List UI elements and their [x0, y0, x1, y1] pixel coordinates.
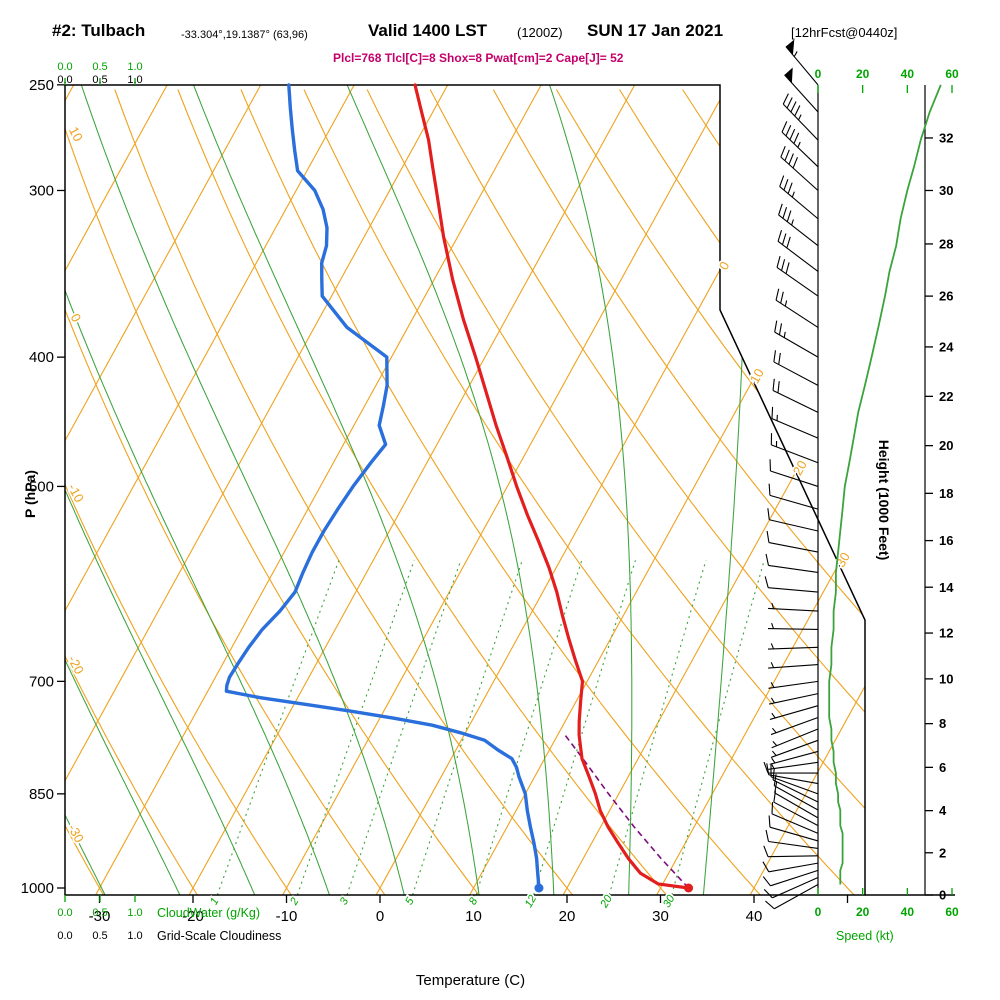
pressure-axis-title: P (hPa)	[22, 470, 38, 518]
svg-text:1.0: 1.0	[127, 907, 142, 919]
svg-text:0.5: 0.5	[92, 930, 107, 942]
svg-text:-10: -10	[65, 481, 87, 505]
profiles	[224, 83, 694, 893]
svg-text:60: 60	[945, 67, 959, 81]
svg-text:3: 3	[338, 895, 352, 907]
speed-axis-title: Speed (kt)	[836, 929, 894, 943]
svg-text:0: 0	[376, 908, 384, 925]
svg-text:-30: -30	[89, 908, 111, 925]
temperature-curve	[413, 83, 691, 890]
svg-text:-20: -20	[182, 908, 204, 925]
svg-text:0.5: 0.5	[92, 907, 107, 919]
station-id: #2: Tulbach	[52, 21, 146, 40]
svg-text:2: 2	[939, 845, 946, 860]
surface-dewpoint-dot	[534, 883, 544, 893]
svg-text:500: 500	[29, 478, 54, 495]
svg-text:40: 40	[901, 905, 915, 919]
parcel-curve	[564, 734, 690, 889]
svg-text:40: 40	[901, 67, 915, 81]
svg-text:-10: -10	[276, 908, 298, 925]
svg-text:-30: -30	[65, 821, 87, 845]
svg-text:10: 10	[747, 366, 767, 386]
svg-text:0: 0	[939, 888, 946, 903]
svg-text:1000: 1000	[21, 880, 54, 897]
mixing-ratio-lines	[216, 560, 765, 895]
gridlines	[65, 85, 865, 895]
svg-text:0.0: 0.0	[57, 907, 72, 919]
station-coords: -33.304°,19.1387° (63,96)	[181, 29, 308, 41]
svg-text:0.0: 0.0	[57, 74, 72, 86]
svg-text:700: 700	[29, 673, 54, 690]
svg-text:20: 20	[856, 905, 870, 919]
svg-text:4: 4	[939, 803, 947, 818]
svg-text:10: 10	[465, 908, 482, 925]
svg-text:40: 40	[746, 908, 763, 925]
svg-text:400: 400	[29, 349, 54, 366]
svg-text:0.0: 0.0	[57, 61, 72, 73]
svg-text:2: 2	[288, 896, 302, 908]
speed-curve	[828, 84, 942, 885]
valid-time: Valid 1400 LST	[368, 21, 488, 40]
svg-text:1.0: 1.0	[127, 74, 142, 86]
svg-text:20: 20	[790, 458, 810, 478]
surface-temp-dot	[684, 883, 694, 893]
valid-zulu: (1200Z)	[517, 25, 563, 40]
svg-text:20: 20	[559, 908, 576, 925]
svg-text:20: 20	[856, 67, 870, 81]
svg-text:6: 6	[939, 760, 946, 775]
svg-text:0: 0	[68, 311, 85, 324]
svg-text:1.0: 1.0	[127, 61, 142, 73]
svg-text:12: 12	[939, 626, 953, 641]
moist-adiabats	[65, 85, 747, 895]
indices-line: Plcl=768 Tlcl[C]=8 Shox=8 Pwat[cm]=2 Cap…	[333, 51, 624, 65]
svg-text:0: 0	[716, 259, 733, 273]
svg-text:850: 850	[29, 786, 54, 803]
forecast-tag: [12hrFcst@0440z]	[791, 25, 898, 40]
svg-text:30: 30	[652, 908, 669, 925]
dewpoint-curve	[224, 83, 541, 890]
svg-text:8: 8	[939, 716, 946, 731]
svg-text:300: 300	[29, 182, 54, 199]
svg-text:0: 0	[815, 905, 822, 919]
svg-text:16: 16	[939, 533, 953, 548]
svg-text:1.0: 1.0	[127, 930, 142, 942]
svg-text:30: 30	[939, 183, 953, 198]
svg-text:32: 32	[939, 131, 953, 146]
svg-text:5: 5	[403, 895, 417, 907]
svg-text:24: 24	[939, 340, 954, 355]
svg-text:26: 26	[939, 289, 953, 304]
svg-text:0.5: 0.5	[92, 61, 107, 73]
valid-date: SUN 17 Jan 2021	[587, 21, 724, 40]
svg-text:28: 28	[939, 237, 953, 252]
dry-adiabat-labels: 100-10-20-30	[63, 122, 89, 846]
svg-text:60: 60	[945, 905, 959, 919]
svg-text:22: 22	[939, 389, 953, 404]
svg-text:250: 250	[29, 77, 54, 94]
height-axis-title: Height (1000 Feet)	[876, 439, 892, 561]
svg-text:14: 14	[939, 580, 954, 595]
svg-text:0.5: 0.5	[92, 74, 107, 86]
svg-text:10: 10	[939, 671, 953, 686]
cloudiness-scale-title: Grid-Scale Cloudiness	[157, 929, 282, 943]
svg-text:20: 20	[939, 438, 953, 453]
temperature-axis-title: Temperature (C)	[415, 972, 526, 989]
svg-text:0.0: 0.0	[57, 930, 72, 942]
cloudwater-scale-title: CloudWater (g/Kg)	[157, 906, 261, 920]
svg-text:0: 0	[815, 67, 822, 81]
dry-adiabats	[65, 89, 865, 895]
wind-barbs	[762, 39, 819, 910]
svg-text:-20: -20	[65, 653, 87, 677]
svg-text:18: 18	[939, 486, 953, 501]
